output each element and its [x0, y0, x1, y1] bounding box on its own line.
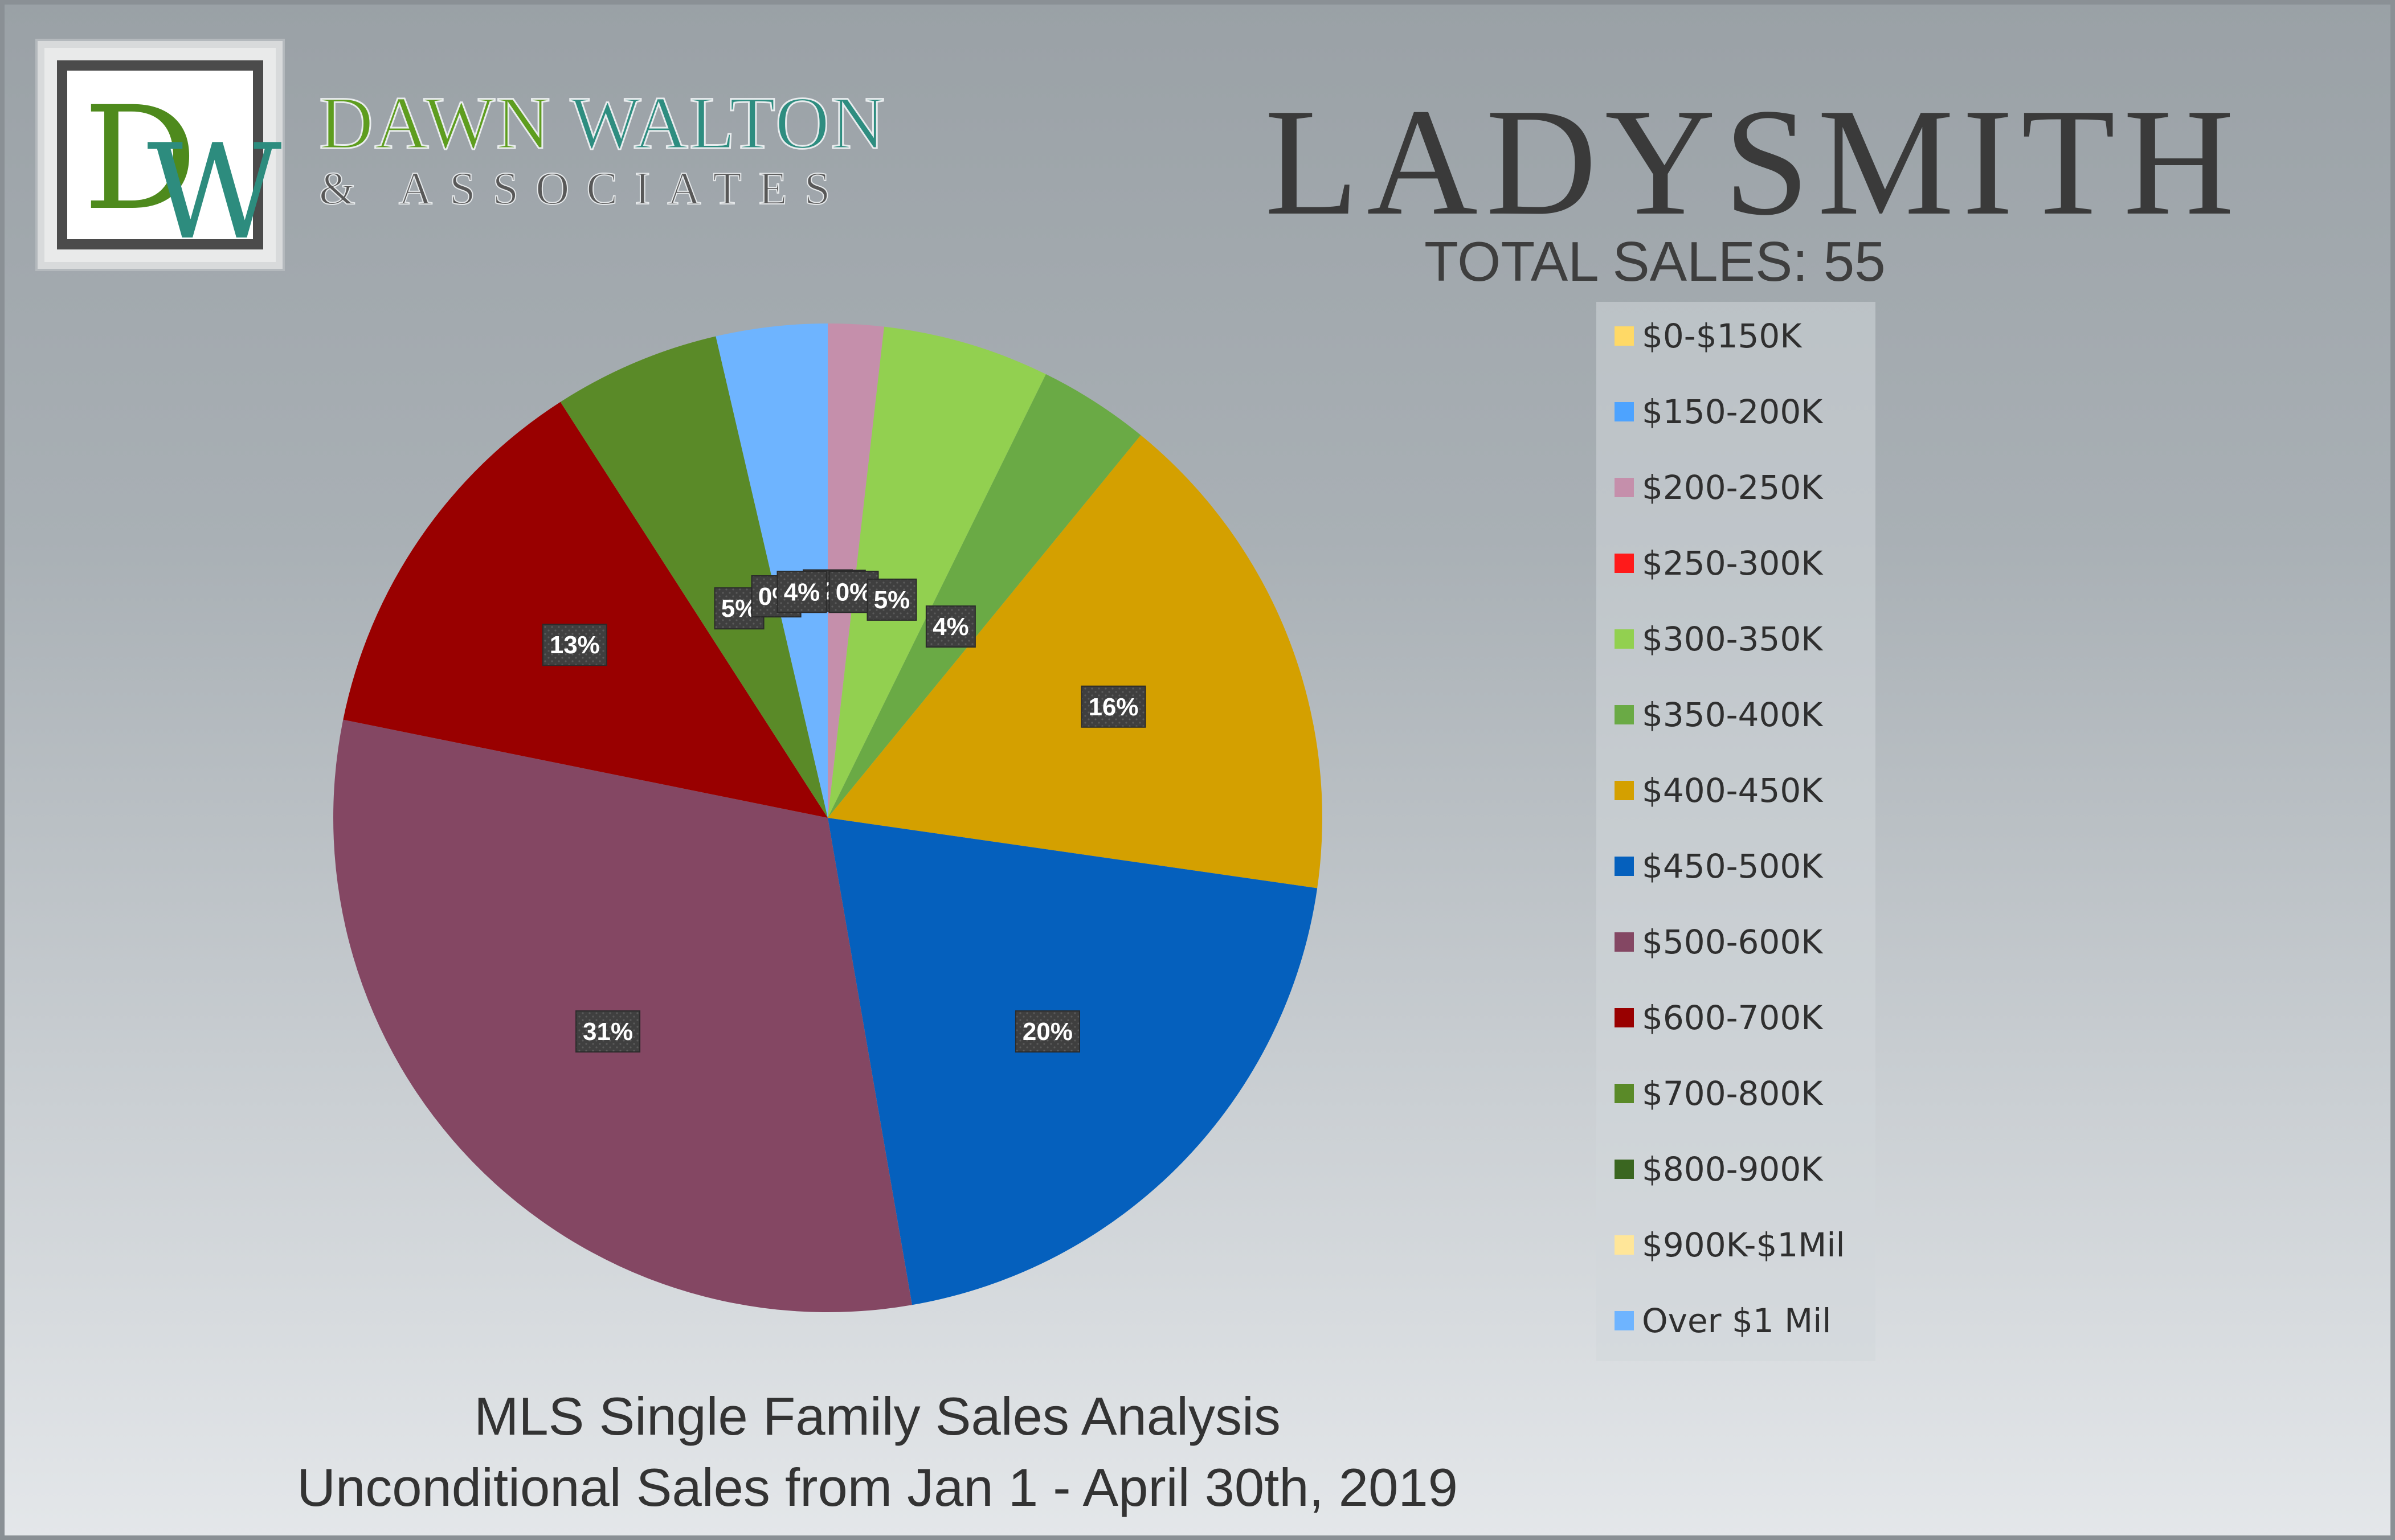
legend-item-400-450k: $400-450K	[1615, 768, 1822, 813]
pie-slices	[333, 323, 1322, 1312]
legend-label: $600-700K	[1642, 998, 1823, 1037]
legend-label: $700-800K	[1642, 1074, 1823, 1113]
logo-monogram-w: W	[147, 117, 282, 269]
pie-slice-600-700k	[343, 402, 828, 818]
chart-title: LADYSMITH	[1265, 77, 2242, 247]
legend-label: $250-300K	[1642, 544, 1823, 583]
data-label-box	[867, 578, 917, 621]
data-label-450-500k: 20%	[1015, 1010, 1080, 1053]
data-label-text: 4%	[933, 613, 969, 641]
footer-title: MLS Single Family Sales Analysis	[474, 1386, 1281, 1446]
legend-label: $400-450K	[1642, 771, 1823, 810]
data-label-text: 4%	[784, 578, 820, 606]
legend-item-200-250k: $200-250K	[1615, 465, 1822, 510]
legend-item-over-1-mil: Over $1 Mil	[1615, 1298, 1831, 1344]
legend-swatch	[1615, 857, 1634, 876]
legend-swatch	[1615, 1008, 1634, 1027]
data-label-box	[575, 1010, 641, 1053]
legend-swatch	[1615, 1084, 1634, 1103]
brand-name-last: WALTON	[569, 81, 886, 165]
data-label-text: 0%	[836, 578, 872, 606]
legend-item-250-300k: $250-300K	[1615, 540, 1822, 586]
pie-data-labels: 0%0%2%0%5%4%16%20%31%13%5%0%0%4%	[542, 569, 1146, 1053]
legend-label: Over $1 Mil	[1642, 1301, 1832, 1340]
legend-item-350-400k: $350-400K	[1615, 692, 1822, 738]
logo-monogram-frame: D W	[57, 60, 281, 259]
legend-label: $350-400K	[1642, 695, 1823, 734]
data-label-box	[542, 624, 607, 666]
legend-swatch	[1615, 629, 1634, 649]
data-label-350-400k: 4%	[925, 605, 976, 648]
data-label-text: 16%	[1088, 693, 1138, 721]
brand-name-first: DAWN	[318, 81, 551, 165]
legend-item-0-150k: $0-$150K	[1615, 313, 1801, 359]
footer-subtitle: Unconditional Sales from Jan 1 - April 3…	[297, 1457, 1458, 1517]
legend-label: $900K-$1Mil	[1642, 1226, 1845, 1264]
legend-swatch	[1615, 781, 1634, 800]
legend-item-150-200k: $150-200K	[1615, 389, 1822, 435]
pie-slice-700-800k	[560, 336, 828, 818]
pie-slice-400-450k	[828, 435, 1322, 888]
total-sales: TOTAL SALES: 55	[1424, 230, 1886, 293]
legend-swatch	[1615, 478, 1634, 497]
legend-swatch	[1615, 1235, 1634, 1255]
legend-item-300-350k: $300-350K	[1615, 616, 1822, 662]
pie-slice-300-350k	[828, 326, 1046, 818]
legend-label: $150-200K	[1642, 392, 1823, 431]
pie-slice-350-400k	[828, 374, 1141, 818]
data-label-400-450k: 16%	[1081, 685, 1146, 728]
legend-item-500-600k: $500-600K	[1615, 919, 1822, 965]
legend-swatch	[1615, 402, 1634, 421]
legend-swatch	[1615, 1160, 1634, 1179]
data-label-over-1-mil: 4%	[776, 571, 827, 613]
legend-swatch	[1615, 705, 1634, 724]
pie-slice-450-500k	[828, 818, 1318, 1305]
data-label-text: 20%	[1023, 1018, 1073, 1046]
legend-item-700-800k: $700-800K	[1615, 1071, 1822, 1116]
legend-label: $800-900K	[1642, 1150, 1823, 1189]
legend-item-450-500k: $450-500K	[1615, 843, 1822, 889]
legend-label: $300-350K	[1642, 620, 1823, 658]
legend-swatch	[1615, 326, 1634, 346]
data-label-text: 31%	[583, 1018, 633, 1046]
legend-swatch	[1615, 554, 1634, 573]
data-label-text: 5%	[874, 586, 910, 614]
pie-slice-over-1-mil	[716, 323, 828, 818]
data-label-box	[1015, 1010, 1080, 1053]
data-label-500-600k: 31%	[575, 1010, 641, 1053]
data-label-box	[1081, 685, 1146, 728]
legend-swatch	[1615, 932, 1634, 952]
brand-subtitle: & ASSOCIATES	[318, 162, 848, 214]
data-label-box	[925, 605, 976, 648]
brand-name: DAWN WALTON	[318, 84, 886, 161]
logo-monogram-d: D	[83, 76, 198, 241]
legend-label: $500-600K	[1642, 923, 1823, 961]
legend-swatch	[1615, 1311, 1634, 1330]
legend-label: $450-500K	[1642, 847, 1823, 886]
legend-item-800-900k: $800-900K	[1615, 1146, 1822, 1192]
legend-label: $200-250K	[1642, 468, 1823, 507]
data-label-text: 13%	[550, 631, 600, 659]
legend-item-900k-1mil: $900K-$1Mil	[1615, 1222, 1845, 1268]
company-logo: D W	[38, 41, 283, 269]
legend-label: $0-$150K	[1642, 317, 1802, 355]
data-label-300-350k: 5%	[867, 578, 917, 621]
legend-item-600-700k: $600-700K	[1615, 995, 1822, 1041]
data-label-box	[776, 571, 827, 613]
data-label-600-700k: 13%	[542, 624, 607, 666]
chart-legend: $0-$150K $150-200K $200-250K $250-300K $300-…	[1596, 302, 1875, 1361]
